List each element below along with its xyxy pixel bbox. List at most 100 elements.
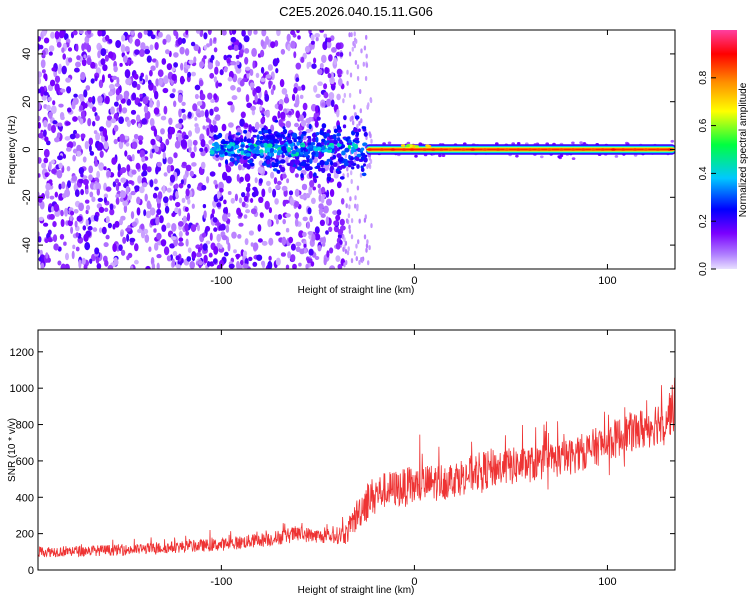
spectrogram-cell xyxy=(197,246,201,254)
spectrogram-cell xyxy=(230,138,234,143)
spectrogram-cell xyxy=(307,166,313,171)
spectrogram-cell xyxy=(351,115,354,121)
spectrogram-cell xyxy=(119,133,125,143)
spectrogram-cell xyxy=(43,120,48,128)
spectrogram-cell xyxy=(144,193,148,202)
spectrogram-cell xyxy=(139,93,143,98)
spectrogram-cell xyxy=(161,58,167,65)
spectrogram-cell xyxy=(125,78,132,85)
spectrogram-cell xyxy=(281,185,288,192)
spectrogram-cell xyxy=(219,187,224,193)
spectrogram-cell xyxy=(216,190,221,200)
spectrogram-cell xyxy=(140,230,146,239)
spectrogram-cell xyxy=(307,258,313,263)
spectrogram-cell xyxy=(249,82,255,88)
spectrogram-cell xyxy=(240,144,245,148)
spectrogram-cell xyxy=(81,59,87,67)
spectrogram-cell xyxy=(86,44,92,53)
spectrogram-cell xyxy=(319,30,325,33)
spectrogram-cell xyxy=(323,133,328,139)
spectrogram-cell xyxy=(360,167,365,172)
spectrogram-cell xyxy=(335,255,341,262)
spectrogram-cell xyxy=(185,238,189,247)
spectrogram-cell xyxy=(178,208,182,217)
spectrogram-cell xyxy=(61,65,67,75)
spectrogram-cell xyxy=(125,227,131,232)
spectrogram-marks xyxy=(38,30,675,269)
spectrogram-cell xyxy=(177,94,183,103)
spectrogram-cell xyxy=(279,140,285,145)
spectrogram-cell xyxy=(319,159,325,166)
spectrogram-cell xyxy=(264,93,270,102)
spectrogram-cell xyxy=(265,110,270,118)
spectrogram-cell xyxy=(311,155,315,160)
spectrogram-cell xyxy=(346,172,350,178)
spectrogram-cell xyxy=(314,33,321,38)
spectrogram-cell xyxy=(130,109,137,115)
spectrogram-cell xyxy=(329,265,336,269)
snr-y-axis: 0 200 400 600 800 1000 1200 xyxy=(10,347,675,577)
spectrogram-cell xyxy=(162,87,169,94)
spectrogram-cell xyxy=(288,190,294,196)
spectrogram-cell xyxy=(348,32,351,38)
spectrogram-cell xyxy=(281,145,287,152)
spectrogram-cell xyxy=(307,207,312,215)
spectrogram-cell xyxy=(409,148,415,151)
spectrogram-cell xyxy=(191,203,195,209)
spectrogram-cell xyxy=(40,59,46,69)
spectrogram-cell xyxy=(137,149,141,154)
spectrogram-cell xyxy=(141,163,148,172)
spectrogram-cell xyxy=(169,93,175,99)
spectrogram-cell xyxy=(279,79,285,88)
spectrogram-cell xyxy=(257,238,263,243)
spectrogram-cell xyxy=(153,128,158,137)
spectrogram-cell xyxy=(387,141,392,145)
spectrogram-cell xyxy=(113,124,119,132)
spectrogram-cell xyxy=(71,100,76,110)
spectrogram-cell xyxy=(236,260,240,269)
spectrogram-cell xyxy=(262,129,269,134)
spectrogram-cell xyxy=(174,140,181,149)
spectrogram-cell xyxy=(54,75,61,84)
spectrogram-cell xyxy=(182,215,187,224)
spectrogram-cell xyxy=(346,187,349,193)
spectrogram-cell xyxy=(60,219,65,227)
spectrogram-cell xyxy=(118,94,123,101)
spectrogram-cell xyxy=(308,116,313,122)
spectrogram-cell xyxy=(120,249,126,256)
spectrogram-cell xyxy=(343,262,346,268)
spectrogram-cell xyxy=(285,227,290,233)
spectrogram-cell xyxy=(145,74,149,83)
spectrogram-cell xyxy=(283,96,290,104)
spectrogram-cell xyxy=(244,238,249,246)
spectrogram-cell xyxy=(68,57,73,63)
spectrogram-cell xyxy=(185,64,191,69)
spectrogram-cell xyxy=(181,37,186,44)
spectrogram-cell xyxy=(299,94,304,99)
spectrogram-cell xyxy=(100,48,107,57)
spectrogram-cell xyxy=(300,146,304,153)
spectrogram-cell xyxy=(223,199,227,205)
spectrogram-cell xyxy=(322,236,326,244)
spectrogram-cell xyxy=(277,110,281,119)
spectrogram-cell xyxy=(180,179,184,185)
spectrogram-cell xyxy=(105,186,112,192)
spectrogram-cell xyxy=(358,218,361,224)
spectrogram-cell xyxy=(171,66,176,72)
spectrogram-cell xyxy=(96,263,102,269)
spectrogram-cell xyxy=(285,213,291,218)
spectrogram-cell xyxy=(195,252,202,258)
spectrogram-cell xyxy=(87,118,92,127)
spectrogram-cell xyxy=(113,138,118,145)
spectrogram-cell xyxy=(274,198,279,205)
spectrogram-cell xyxy=(118,116,124,124)
spectrogram-cell xyxy=(129,36,133,44)
spectrogram-cell xyxy=(540,155,544,159)
spectrogram-cell xyxy=(104,95,110,105)
spectrogram-cell xyxy=(105,234,110,240)
spectrogram-cell xyxy=(238,148,244,152)
spectrogram-cell xyxy=(113,65,118,73)
spectrogram-cell xyxy=(359,108,362,114)
spectrogram-cell xyxy=(421,148,427,151)
spectrogram-cell xyxy=(162,38,167,45)
